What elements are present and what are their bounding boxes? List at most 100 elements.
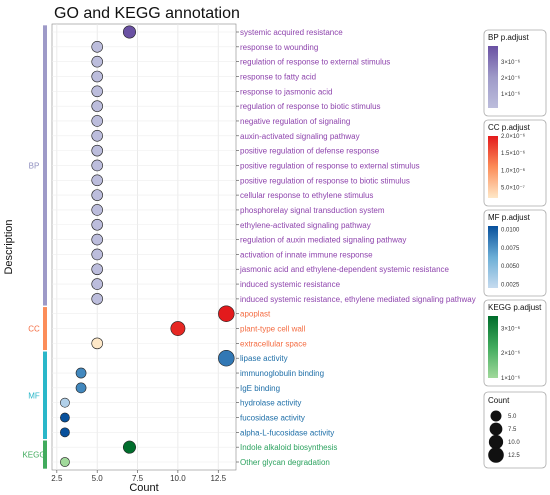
row-label: positive regulation of response to exter… <box>240 161 420 170</box>
data-point <box>91 293 103 305</box>
row-label: induced systemic resistance, ethylene me… <box>240 295 476 304</box>
legend-title: BP p.adjust <box>488 33 530 42</box>
group-bar-cc <box>43 307 47 351</box>
data-point <box>91 263 103 276</box>
row-label: response to jasmonic acid <box>240 87 333 96</box>
legend-box <box>483 119 547 207</box>
data-point <box>122 440 136 454</box>
legend-tick-label: 0.0075 <box>501 246 520 252</box>
row-label: activation of innate immune response <box>240 250 373 259</box>
row-label: jasmonic acid and ethylene-dependent sys… <box>239 265 450 274</box>
legend-colorbar <box>488 136 498 198</box>
group-bar-kegg <box>43 440 47 469</box>
legend-tick-label: 2×10⁻⁶ <box>501 350 521 357</box>
data-point <box>91 248 103 261</box>
row-label: response to fatty acid <box>240 72 316 81</box>
data-point <box>91 233 103 246</box>
data-point <box>218 349 235 367</box>
row-label: Other glycan degradation <box>240 458 330 467</box>
data-points <box>60 25 235 467</box>
x-tick-label: 12.5 <box>210 474 226 483</box>
row-label: ethylene-activated signaling pathway <box>240 221 371 230</box>
legend-tick-label: 1×10⁻⁶ <box>501 91 521 98</box>
legend-tick-label: 1.0×10⁻⁶ <box>501 167 526 174</box>
data-point <box>91 100 103 112</box>
data-point <box>91 55 103 68</box>
data-point <box>91 144 103 157</box>
legend-tick-label: 2×10⁻⁶ <box>501 75 521 82</box>
row-label: lipase activity <box>240 354 288 363</box>
row-label: induced systemic resistance <box>240 280 341 289</box>
y-axis-title: Description <box>3 219 15 274</box>
legend-tick-label: 0.0100 <box>501 228 520 234</box>
row-label: regulation of response to external stimu… <box>240 58 390 67</box>
row-label: fucosidase activity <box>240 414 305 423</box>
data-point <box>122 25 136 39</box>
data-point <box>91 204 103 216</box>
data-point <box>91 159 103 172</box>
chart-title: GO and KEGG annotation <box>54 5 240 22</box>
data-point <box>91 130 103 142</box>
legend-tick-label: 3×10⁻⁶ <box>501 59 521 66</box>
size-legend-dot <box>490 410 502 422</box>
legend-colorbar <box>488 46 498 108</box>
x-tick-label: 2.5 <box>51 474 63 483</box>
data-point <box>170 321 186 336</box>
data-point <box>91 115 103 127</box>
legend-box <box>483 29 547 117</box>
row-label: cellular response to ethylene stimulus <box>240 191 373 200</box>
size-legend-dot <box>488 447 504 463</box>
group-bar-bp <box>43 25 47 306</box>
row-label: hydrolase activity <box>240 399 301 408</box>
row-labels: systemic acquired resistance response to … <box>236 28 476 467</box>
legends: BP p.adjust 3×10⁻⁶ 2×10⁻⁶ 1×10⁻⁶ CC p.adjust… <box>483 29 547 469</box>
grid-lines <box>52 24 236 470</box>
legend-tick-label: 1×10⁻⁶ <box>501 375 521 382</box>
legend-tick-label: 0.0050 <box>501 264 520 270</box>
x-tick-label: 7.5 <box>132 474 144 483</box>
row-label: positive regulation of defense response <box>240 147 380 156</box>
legend-tick-label: 5.0×10⁻⁷ <box>501 185 525 192</box>
data-point <box>75 382 87 394</box>
data-point <box>91 218 103 231</box>
row-label: phosphorelay signal transduction system <box>240 206 385 215</box>
group-label-cc: CC <box>28 325 40 334</box>
row-label: regulation of auxin mediated signaling p… <box>240 236 406 245</box>
group-bar-mf <box>43 351 47 440</box>
row-label: negative regulation of signaling <box>240 117 350 126</box>
group-label-kegg: KEGG <box>22 451 45 460</box>
data-point <box>91 85 103 98</box>
legend-tick-label: 0.0025 <box>501 282 520 288</box>
x-tick-label: 10.0 <box>170 474 186 483</box>
legend-title: MF p.adjust <box>488 213 531 222</box>
row-label: response to wounding <box>240 43 318 52</box>
size-legend-label: 7.5 <box>508 427 517 433</box>
row-label: regulation of response to biotic stimulu… <box>240 102 381 111</box>
x-tick-label: 5.0 <box>92 474 104 483</box>
group-bars: BP CC MF KEGG <box>22 25 47 469</box>
size-legend-label: 10.0 <box>508 440 520 446</box>
legend-tick-label: 1.5×10⁻⁶ <box>501 150 526 157</box>
row-label: plant-type cell wall <box>240 325 306 334</box>
data-point <box>60 427 70 438</box>
row-label: extracellular space <box>240 339 307 348</box>
x-axis-ticks: 2.5 5.0 7.5 10.0 12.5 <box>51 470 227 483</box>
size-legend-dot <box>488 434 504 450</box>
data-point <box>91 337 103 350</box>
data-point <box>60 397 70 408</box>
group-label-mf: MF <box>28 391 40 400</box>
size-legend-dot <box>489 422 503 436</box>
data-point <box>218 305 235 322</box>
legend-colorbar <box>488 316 498 378</box>
plot-panel <box>51 23 237 471</box>
data-point <box>91 174 103 187</box>
legend-box <box>483 299 547 387</box>
size-legend-label: 5.0 <box>508 414 517 420</box>
row-label: alpha-L-fucosidase activity <box>240 428 334 437</box>
legend-title: CC p.adjust <box>488 123 531 132</box>
row-label: systemic acquired resistance <box>240 28 343 37</box>
group-label-bp: BP <box>29 161 40 170</box>
legend-colorbar <box>488 226 498 288</box>
data-point <box>60 412 70 423</box>
